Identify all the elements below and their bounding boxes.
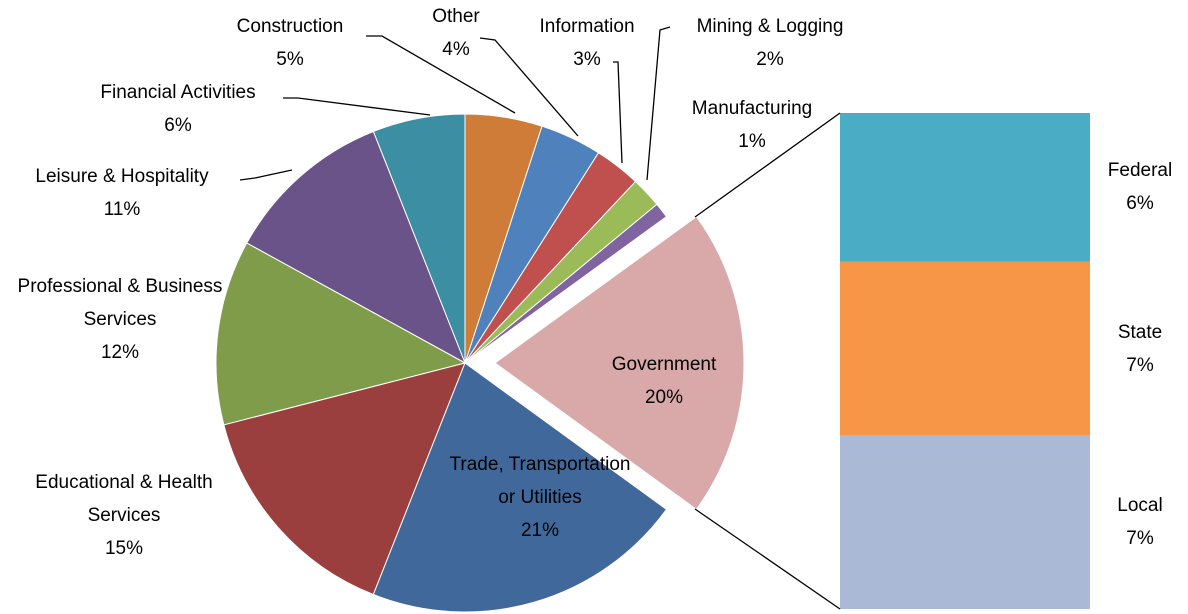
label-value: 5% xyxy=(276,49,304,70)
data-label: State 7% xyxy=(1090,316,1188,382)
label-name: Mining & Logging xyxy=(696,16,844,37)
data-label: Mining & Logging 2% xyxy=(670,10,870,76)
bar-segment xyxy=(840,113,1090,262)
label-name: Information xyxy=(539,16,635,37)
data-label: Information 3% xyxy=(517,10,657,76)
label-value: 7% xyxy=(1126,354,1154,376)
data-label: Financial Activities 6% xyxy=(68,76,288,142)
data-label: Professional & Business Services 12% xyxy=(10,270,230,369)
leader-line xyxy=(366,35,516,114)
bar-segment xyxy=(840,261,1090,436)
label-name: Leisure & Hospitality xyxy=(35,166,209,187)
label-value: 21% xyxy=(520,520,560,541)
label-value: 6% xyxy=(1126,193,1154,215)
pie-slice xyxy=(215,242,467,426)
label-value: 15% xyxy=(104,538,144,559)
label-value: 1% xyxy=(738,131,766,152)
data-label: Other 4% xyxy=(406,0,506,66)
pie-slice xyxy=(372,362,668,613)
connector-line xyxy=(694,508,841,610)
bar-segment xyxy=(840,435,1090,609)
label-value: 4% xyxy=(442,39,470,60)
label-value: 20% xyxy=(644,387,684,408)
label-name: Local xyxy=(1117,495,1163,517)
leader-line xyxy=(479,37,579,137)
leader-line xyxy=(239,169,293,181)
label-name: Financial Activities xyxy=(100,82,256,103)
label-value: 7% xyxy=(1126,528,1154,550)
label-value: 2% xyxy=(756,49,784,70)
data-label: Local 7% xyxy=(1090,489,1188,555)
connector-line xyxy=(694,112,841,218)
label-name: Other xyxy=(432,6,480,27)
data-label: Leisure & Hospitality 11% xyxy=(2,160,242,226)
leader-line xyxy=(646,26,671,181)
leader-line xyxy=(283,97,431,116)
leader-line xyxy=(613,61,623,164)
label-name: Manufacturing xyxy=(691,98,813,119)
pie-slice xyxy=(246,130,466,365)
label-name: Trade, Transportation or Utilities xyxy=(449,454,631,508)
data-label: Trade, Transportation or Utilities 21% xyxy=(445,448,635,547)
label-name: Government xyxy=(611,354,717,375)
label-name: Educational & Health Services xyxy=(35,472,213,526)
label-name: Federal xyxy=(1107,160,1173,182)
data-label: Federal 6% xyxy=(1090,154,1188,220)
data-label: Government 20% xyxy=(564,348,764,414)
label-name: Construction xyxy=(236,16,344,37)
data-label: Construction 5% xyxy=(200,10,380,76)
label-name: Professional & Business Services xyxy=(17,276,223,330)
pie-slice xyxy=(223,362,466,596)
label-value: 3% xyxy=(573,49,601,70)
label-name: State xyxy=(1117,321,1163,343)
data-label: Manufacturing 1% xyxy=(662,92,842,158)
data-label: Educational & Health Services 15% xyxy=(0,466,249,565)
label-value: 11% xyxy=(103,199,141,220)
label-value: 6% xyxy=(164,115,192,136)
leader-lines xyxy=(239,26,841,610)
pie-slice xyxy=(494,215,745,511)
label-value: 12% xyxy=(100,342,140,363)
